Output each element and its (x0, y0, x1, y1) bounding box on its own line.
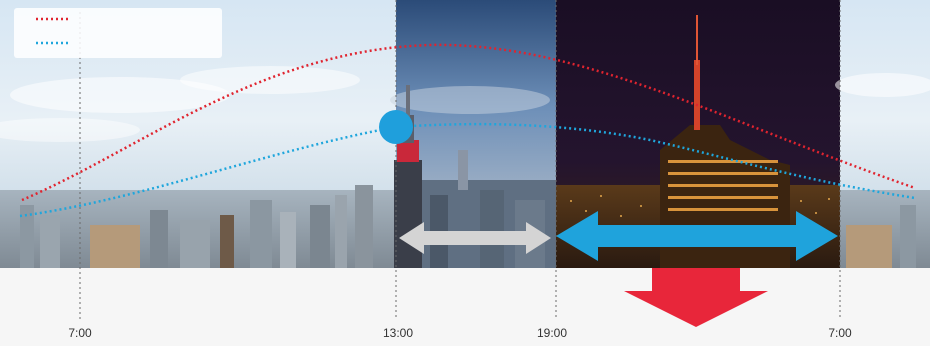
time-label-7am-next: 7:00 (828, 326, 851, 340)
time-label-13: 13:00 (383, 326, 413, 340)
city-day-right (840, 190, 930, 268)
circle-marker-icon (379, 110, 413, 144)
time-label-19: 19:00 (537, 326, 567, 340)
time-label-7am: 7:00 (68, 326, 91, 340)
city-day-left (0, 185, 396, 268)
timeline-band (0, 268, 930, 346)
legend (14, 8, 222, 58)
